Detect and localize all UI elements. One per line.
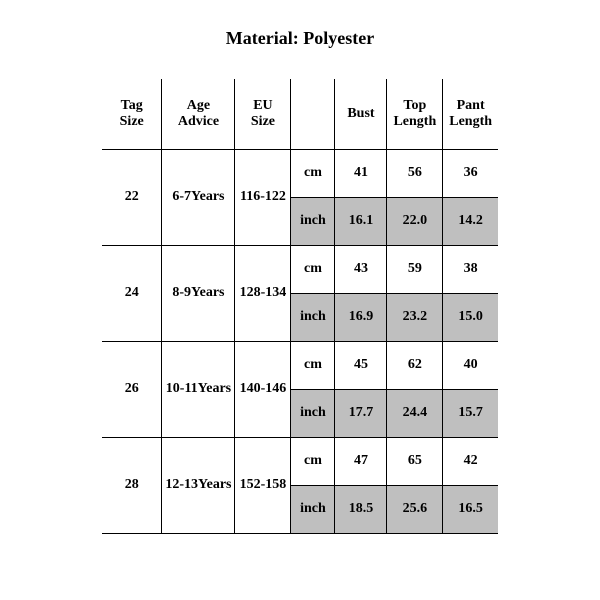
cell-age: 6-7Years (162, 149, 235, 245)
header-top-length: Top Length (387, 79, 443, 149)
table-row: 22 6-7Years 116-122 cm 41 56 36 (102, 149, 498, 197)
cell-top-inch: 25.6 (387, 485, 443, 533)
cell-top-cm: 59 (387, 245, 443, 293)
cell-pant-inch: 14.2 (443, 197, 498, 245)
cell-eu: 116-122 (235, 149, 291, 245)
cell-eu: 128-134 (235, 245, 291, 341)
header-tag-size: Tag Size (102, 79, 162, 149)
cell-bust-inch: 18.5 (335, 485, 387, 533)
cell-age: 10-11Years (162, 341, 235, 437)
size-chart-container: Material: Polyester Tag Size Age Advice … (0, 0, 600, 600)
cell-unit-inch: inch (291, 293, 335, 341)
cell-bust-inch: 16.1 (335, 197, 387, 245)
cell-pant-cm: 38 (443, 245, 498, 293)
size-table: Tag Size Age Advice EU Size Bust Top Len… (102, 79, 498, 534)
table-row: 24 8-9Years 128-134 cm 43 59 38 (102, 245, 498, 293)
cell-top-cm: 65 (387, 437, 443, 485)
cell-unit-cm: cm (291, 341, 335, 389)
cell-top-cm: 56 (387, 149, 443, 197)
table-row: 26 10-11Years 140-146 cm 45 62 40 (102, 341, 498, 389)
cell-bust-inch: 17.7 (335, 389, 387, 437)
header-pant-length: Pant Length (443, 79, 498, 149)
cell-tag: 26 (102, 341, 162, 437)
cell-top-inch: 23.2 (387, 293, 443, 341)
cell-bust-cm: 41 (335, 149, 387, 197)
table-row: 28 12-13Years 152-158 cm 47 65 42 (102, 437, 498, 485)
cell-eu: 140-146 (235, 341, 291, 437)
cell-pant-inch: 16.5 (443, 485, 498, 533)
cell-pant-cm: 36 (443, 149, 498, 197)
cell-pant-cm: 40 (443, 341, 498, 389)
header-unit (291, 79, 335, 149)
cell-unit-cm: cm (291, 149, 335, 197)
cell-unit-inch: inch (291, 197, 335, 245)
cell-age: 8-9Years (162, 245, 235, 341)
cell-age: 12-13Years (162, 437, 235, 533)
cell-top-inch: 24.4 (387, 389, 443, 437)
cell-unit-inch: inch (291, 485, 335, 533)
cell-eu: 152-158 (235, 437, 291, 533)
header-row: Tag Size Age Advice EU Size Bust Top Len… (102, 79, 498, 149)
cell-bust-cm: 47 (335, 437, 387, 485)
cell-top-inch: 22.0 (387, 197, 443, 245)
cell-pant-cm: 42 (443, 437, 498, 485)
cell-pant-inch: 15.0 (443, 293, 498, 341)
header-eu-size: EU Size (235, 79, 291, 149)
cell-pant-inch: 15.7 (443, 389, 498, 437)
cell-unit-inch: inch (291, 389, 335, 437)
cell-unit-cm: cm (291, 437, 335, 485)
header-bust: Bust (335, 79, 387, 149)
header-age-advice: Age Advice (162, 79, 235, 149)
cell-bust-inch: 16.9 (335, 293, 387, 341)
cell-unit-cm: cm (291, 245, 335, 293)
cell-bust-cm: 45 (335, 341, 387, 389)
cell-bust-cm: 43 (335, 245, 387, 293)
cell-tag: 24 (102, 245, 162, 341)
cell-tag: 28 (102, 437, 162, 533)
page-title: Material: Polyester (0, 28, 600, 49)
cell-tag: 22 (102, 149, 162, 245)
cell-top-cm: 62 (387, 341, 443, 389)
